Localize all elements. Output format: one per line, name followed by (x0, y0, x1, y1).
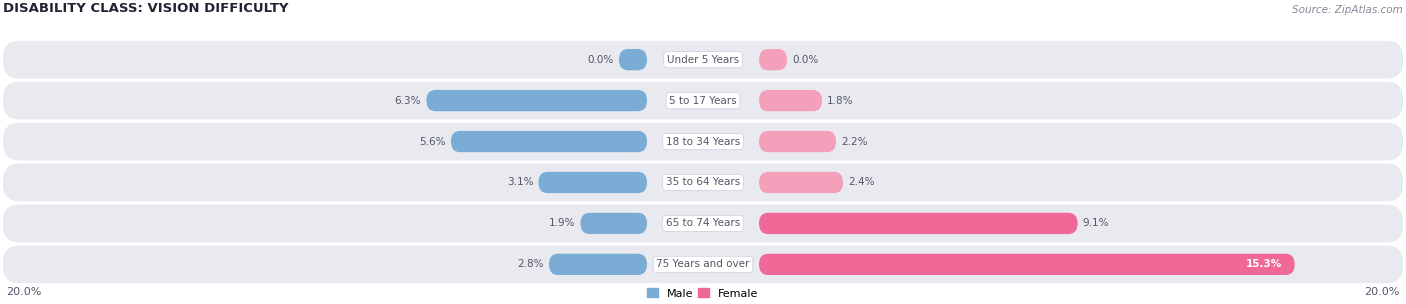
Text: Under 5 Years: Under 5 Years (666, 55, 740, 65)
FancyBboxPatch shape (426, 90, 647, 111)
Text: 5 to 17 Years: 5 to 17 Years (669, 95, 737, 105)
FancyBboxPatch shape (548, 254, 647, 275)
Text: 65 to 74 Years: 65 to 74 Years (666, 219, 740, 228)
Text: 0.0%: 0.0% (792, 55, 818, 65)
Text: 35 to 64 Years: 35 to 64 Years (666, 178, 740, 188)
FancyBboxPatch shape (759, 49, 787, 70)
Text: 5.6%: 5.6% (419, 136, 446, 147)
Text: 18 to 34 Years: 18 to 34 Years (666, 136, 740, 147)
Text: 2.2%: 2.2% (841, 136, 868, 147)
FancyBboxPatch shape (759, 131, 837, 152)
FancyBboxPatch shape (538, 172, 647, 193)
FancyBboxPatch shape (581, 213, 647, 234)
Text: 2.4%: 2.4% (848, 178, 875, 188)
Text: Source: ZipAtlas.com: Source: ZipAtlas.com (1292, 5, 1403, 15)
FancyBboxPatch shape (3, 82, 1403, 119)
Text: 1.9%: 1.9% (548, 219, 575, 228)
FancyBboxPatch shape (3, 205, 1403, 242)
Text: 75 Years and over: 75 Years and over (657, 259, 749, 269)
Legend: Male, Female: Male, Female (643, 284, 763, 303)
Text: 0.0%: 0.0% (588, 55, 614, 65)
Text: DISABILITY CLASS: VISION DIFFICULTY: DISABILITY CLASS: VISION DIFFICULTY (3, 2, 288, 15)
FancyBboxPatch shape (3, 41, 1403, 78)
Text: 15.3%: 15.3% (1246, 259, 1282, 269)
FancyBboxPatch shape (619, 49, 647, 70)
Text: 20.0%: 20.0% (1364, 287, 1400, 297)
FancyBboxPatch shape (451, 131, 647, 152)
Text: 6.3%: 6.3% (395, 95, 422, 105)
FancyBboxPatch shape (759, 90, 823, 111)
FancyBboxPatch shape (759, 172, 844, 193)
FancyBboxPatch shape (759, 254, 1295, 275)
FancyBboxPatch shape (759, 213, 1077, 234)
Text: 1.8%: 1.8% (827, 95, 853, 105)
FancyBboxPatch shape (3, 164, 1403, 201)
Text: 3.1%: 3.1% (506, 178, 533, 188)
Text: 20.0%: 20.0% (6, 287, 42, 297)
Text: 9.1%: 9.1% (1083, 219, 1109, 228)
FancyBboxPatch shape (3, 246, 1403, 283)
FancyBboxPatch shape (3, 123, 1403, 161)
Text: 2.8%: 2.8% (517, 259, 544, 269)
